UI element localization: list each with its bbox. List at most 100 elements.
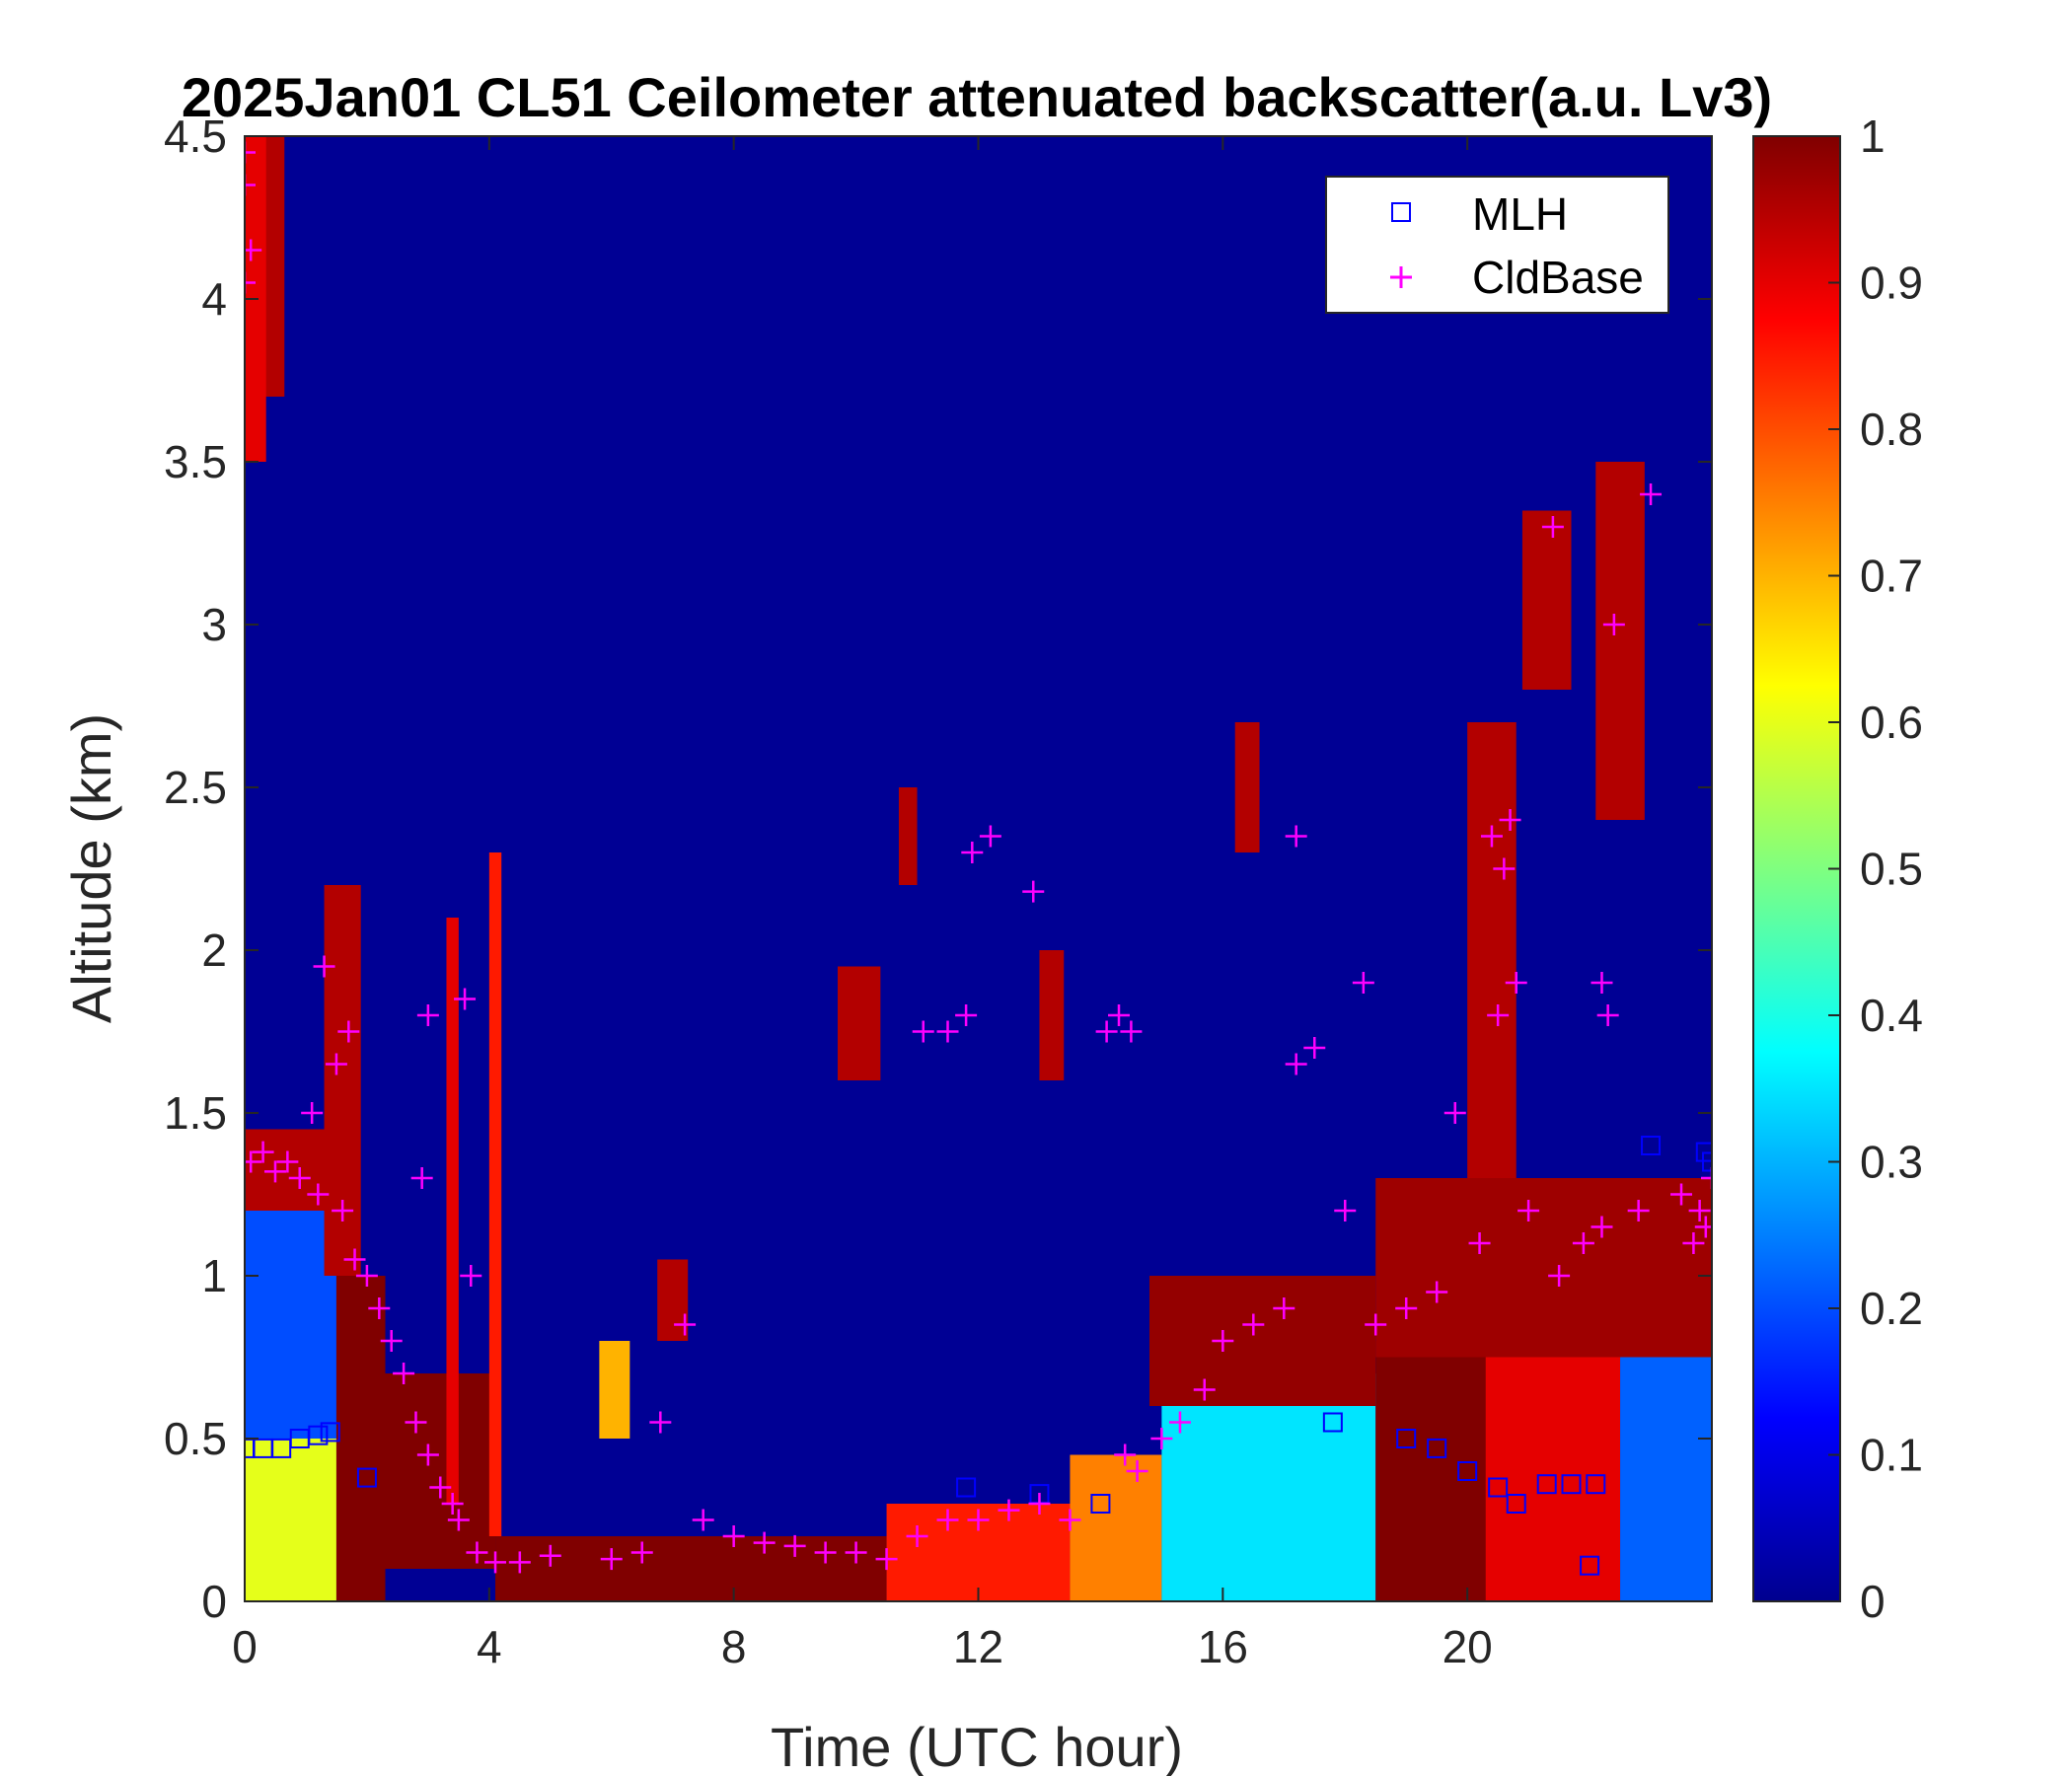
legend-mlh-label: MLH <box>1472 188 1568 240</box>
cldbase-point <box>454 988 477 1010</box>
heatmap-region <box>245 1439 336 1601</box>
cldbase-point <box>1602 614 1625 635</box>
cldbase-point <box>416 1004 439 1026</box>
heatmap-region <box>1521 510 1572 690</box>
cldbase-point <box>332 1200 354 1221</box>
legend-box <box>1325 176 1669 314</box>
y-tick-label: 0 <box>201 1576 227 1627</box>
cldbase-point <box>1548 1265 1571 1287</box>
colorbar-tick-label: 0.2 <box>1860 1283 1923 1334</box>
mlh-point <box>1506 1494 1526 1514</box>
cldbase-point <box>1572 1232 1594 1254</box>
cldbase-point <box>288 1167 311 1189</box>
y-tick-label: 4.5 <box>164 111 227 162</box>
cldbase-point <box>1487 1004 1510 1026</box>
legend: MLH CldBase <box>1325 176 1669 314</box>
cldbase-point <box>1126 1460 1148 1482</box>
colorbar-tick-label: 0.4 <box>1860 990 1923 1041</box>
cldbase-point <box>998 1499 1020 1521</box>
y-tick-label: 1 <box>201 1250 227 1301</box>
heatmap-region <box>262 136 285 397</box>
cldbase-point <box>1273 1297 1295 1319</box>
cldbase-point <box>1640 483 1663 505</box>
cldbase-point <box>1028 1493 1051 1515</box>
cldbase-point <box>936 1509 959 1531</box>
cldbase-point <box>912 1020 934 1043</box>
mlh-point <box>320 1422 340 1443</box>
mlh-point <box>356 1467 377 1488</box>
y-tick-label: 3.5 <box>164 436 227 487</box>
cldbase-point <box>245 239 262 261</box>
heatmap-region <box>1161 1373 1376 1601</box>
colorbar-tick-label: 0.7 <box>1860 551 1923 602</box>
cldbase-point <box>783 1534 806 1557</box>
cldbase-point <box>1541 516 1564 538</box>
mlh-point <box>1695 1142 1712 1162</box>
cldbase-point <box>441 1493 464 1515</box>
cldbase-point <box>1022 880 1045 903</box>
cldbase-point <box>1591 972 1613 994</box>
mlh-point <box>1488 1477 1509 1498</box>
mlh-point <box>1457 1461 1478 1481</box>
y-tick-label: 4 <box>201 273 227 325</box>
cldbase-point <box>814 1541 837 1564</box>
x-tick-label: 12 <box>953 1621 1003 1672</box>
mlh-point <box>308 1425 329 1445</box>
cldbase-point <box>429 1476 452 1499</box>
mlh-point <box>1641 1136 1662 1155</box>
cldbase-point <box>1493 857 1516 880</box>
chart-title: 2025Jan01 CL51 Ceilometer attenuated bac… <box>182 66 1772 128</box>
cldbase-point <box>1701 1167 1712 1189</box>
cldbase-point <box>1395 1297 1418 1319</box>
cldbase-point <box>753 1531 776 1554</box>
cldbase-point <box>979 825 1001 848</box>
x-tick-label: 8 <box>721 1621 747 1672</box>
cldbase-point <box>1426 1281 1448 1303</box>
cldbase-point <box>649 1411 672 1434</box>
cldbase-point <box>368 1297 391 1319</box>
heatmap-region <box>335 1276 386 1601</box>
heatmap-region <box>898 787 918 885</box>
mlh-point <box>956 1477 977 1498</box>
heatmap-region <box>1039 950 1065 1080</box>
mlh-point <box>1396 1429 1417 1448</box>
cldbase-point <box>1682 1232 1705 1254</box>
cldbase-point <box>967 1509 990 1531</box>
cldbase-point <box>1596 1004 1619 1026</box>
heatmap-region <box>385 1373 496 1569</box>
cldbase-point <box>447 1509 470 1531</box>
cldbase-point <box>276 1150 299 1173</box>
cldbase-point <box>460 1265 482 1287</box>
colorbar-tick-label: 0.1 <box>1860 1430 1923 1481</box>
colorbar-tick-label: 1 <box>1860 111 1886 162</box>
cldbase-point <box>1688 1200 1711 1221</box>
cldbase-point <box>1670 1183 1693 1206</box>
cldbase-point <box>405 1411 427 1434</box>
cldbase-point <box>355 1265 378 1287</box>
legend-cldbase-marker <box>1390 266 1412 288</box>
cldbase-point <box>1059 1509 1081 1531</box>
cldbase-point <box>875 1548 898 1571</box>
x-axis-label: Time (UTC hour) <box>771 1716 1183 1776</box>
y-tick-label: 3 <box>201 599 227 650</box>
cldbase-point <box>245 141 256 164</box>
cldbase-point <box>301 1102 324 1124</box>
cldbase-point <box>1499 809 1521 831</box>
x-tick-label: 20 <box>1443 1621 1493 1672</box>
cldbase-point <box>410 1167 433 1189</box>
heatmap-region <box>488 852 502 1536</box>
cldbase-point <box>1150 1428 1173 1449</box>
heatmap-region <box>495 1536 887 1601</box>
heatmap-region <box>1595 462 1645 820</box>
cldbase-point <box>484 1551 507 1574</box>
series-layer <box>245 141 1712 1576</box>
y-tick-label: 1.5 <box>164 1087 227 1139</box>
cldbase-point <box>1334 1200 1357 1221</box>
legend-mlh-marker <box>1391 202 1411 222</box>
cldbase-point <box>961 842 984 863</box>
cldbase-point <box>1352 972 1374 994</box>
y-tick-label: 2 <box>201 925 227 976</box>
legend-cldbase-label: CldBase <box>1472 252 1644 303</box>
colorbar-gradient <box>1752 135 1841 1602</box>
colorbar-tick-label: 0.3 <box>1860 1137 1923 1188</box>
